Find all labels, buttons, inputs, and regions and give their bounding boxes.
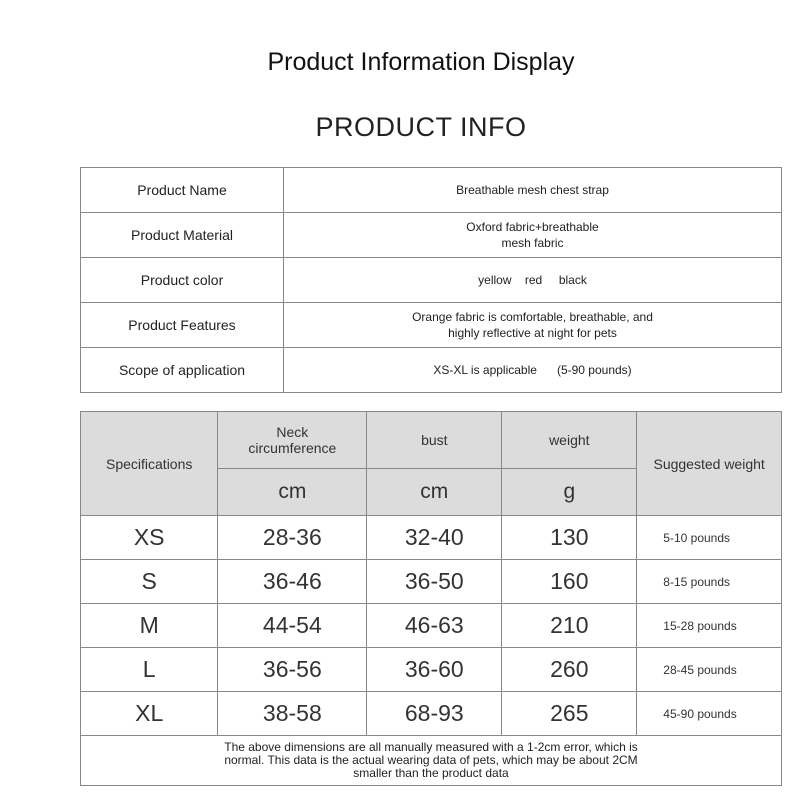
cell-bust: 68-93 [366, 691, 503, 736]
size-row: XL 38-58 68-93 265 45-90 pounds [79, 691, 782, 736]
unit-row: cm cm g [81, 468, 782, 516]
info-label: Product Material [80, 212, 284, 258]
unit-neck: cm [217, 468, 368, 516]
size-row: S 36-46 36-50 160 8-15 pounds [79, 559, 782, 604]
header-weight: weight [501, 411, 638, 469]
header-bust: bust [366, 411, 503, 469]
cell-weight: 160 [501, 559, 638, 604]
unit-bust: cm [366, 468, 503, 516]
cell-weight: 260 [501, 647, 638, 692]
note-row: The above dimensions are all manually me… [80, 735, 782, 786]
cell-weight: 210 [501, 603, 638, 648]
cell-suggested: 8-15 pounds [636, 559, 782, 604]
info-value: Breathable mesh chest strap [283, 167, 782, 213]
size-row: L 36-56 36-60 260 28-45 pounds [79, 647, 782, 692]
cell-bust: 36-50 [366, 559, 503, 604]
info-row: Product Material Oxford fabric+breathable… [80, 212, 782, 258]
info-row: Product Name Breathable mesh chest strap [80, 167, 782, 213]
cell-neck: 36-56 [217, 647, 368, 692]
note-text: The above dimensions are all manually me… [80, 735, 782, 786]
size-row: M 44-54 46-63 210 15-28 pounds [79, 603, 782, 648]
cell-size: XL [79, 691, 219, 736]
info-row: Product Features Orange fabric is comfort… [80, 302, 782, 348]
info-label: Product color [80, 257, 284, 303]
cell-bust: 46-63 [366, 603, 503, 648]
cell-weight: 265 [501, 691, 638, 736]
info-label: Scope of application [80, 347, 284, 393]
cell-bust: 36-60 [366, 647, 503, 692]
product-info-table: Product Name Breathable mesh chest strap … [80, 167, 782, 393]
cell-suggested: 15-28 pounds [636, 603, 782, 648]
info-row: Product color yellow red black [80, 257, 782, 303]
size-row: XS 28-36 32-40 130 5-10 pounds [79, 515, 782, 560]
unit-weight: g [501, 468, 638, 516]
info-label: Product Features [80, 302, 284, 348]
header-suggested: Suggested weight [636, 411, 782, 516]
size-spec-table: Specifications Neck circumference bust w… [79, 411, 782, 786]
cell-size: M [79, 603, 219, 648]
cell-size: S [79, 559, 219, 604]
header-neck: Neck circumference [217, 411, 368, 469]
cell-neck: 36-46 [217, 559, 368, 604]
header-size: Specifications [79, 411, 219, 516]
cell-size: XS [79, 515, 219, 560]
info-value: yellow red black [283, 257, 782, 303]
section-title: PRODUCT INFO [315, 112, 527, 142]
info-label: Product Name [80, 167, 284, 213]
page-title: Product Information Display [267, 48, 575, 76]
cell-bust: 32-40 [366, 515, 503, 560]
info-value: Oxford fabric+breathable mesh fabric [283, 212, 782, 258]
info-row: Scope of application XS-XL is applicable … [80, 347, 782, 393]
info-value: XS-XL is applicable (5-90 pounds) [283, 347, 782, 393]
cell-suggested: 5-10 pounds [636, 515, 782, 560]
cell-size: L [79, 647, 219, 692]
info-value: Orange fabric is comfortable, breathable… [283, 302, 782, 348]
header-row: Specifications Neck circumference bust w… [79, 411, 782, 516]
cell-neck: 38-58 [217, 691, 368, 736]
cell-neck: 28-36 [217, 515, 368, 560]
cell-neck: 44-54 [217, 603, 368, 648]
cell-weight: 130 [501, 515, 638, 560]
cell-suggested: 28-45 pounds [636, 647, 782, 692]
cell-suggested: 45-90 pounds [636, 691, 782, 736]
